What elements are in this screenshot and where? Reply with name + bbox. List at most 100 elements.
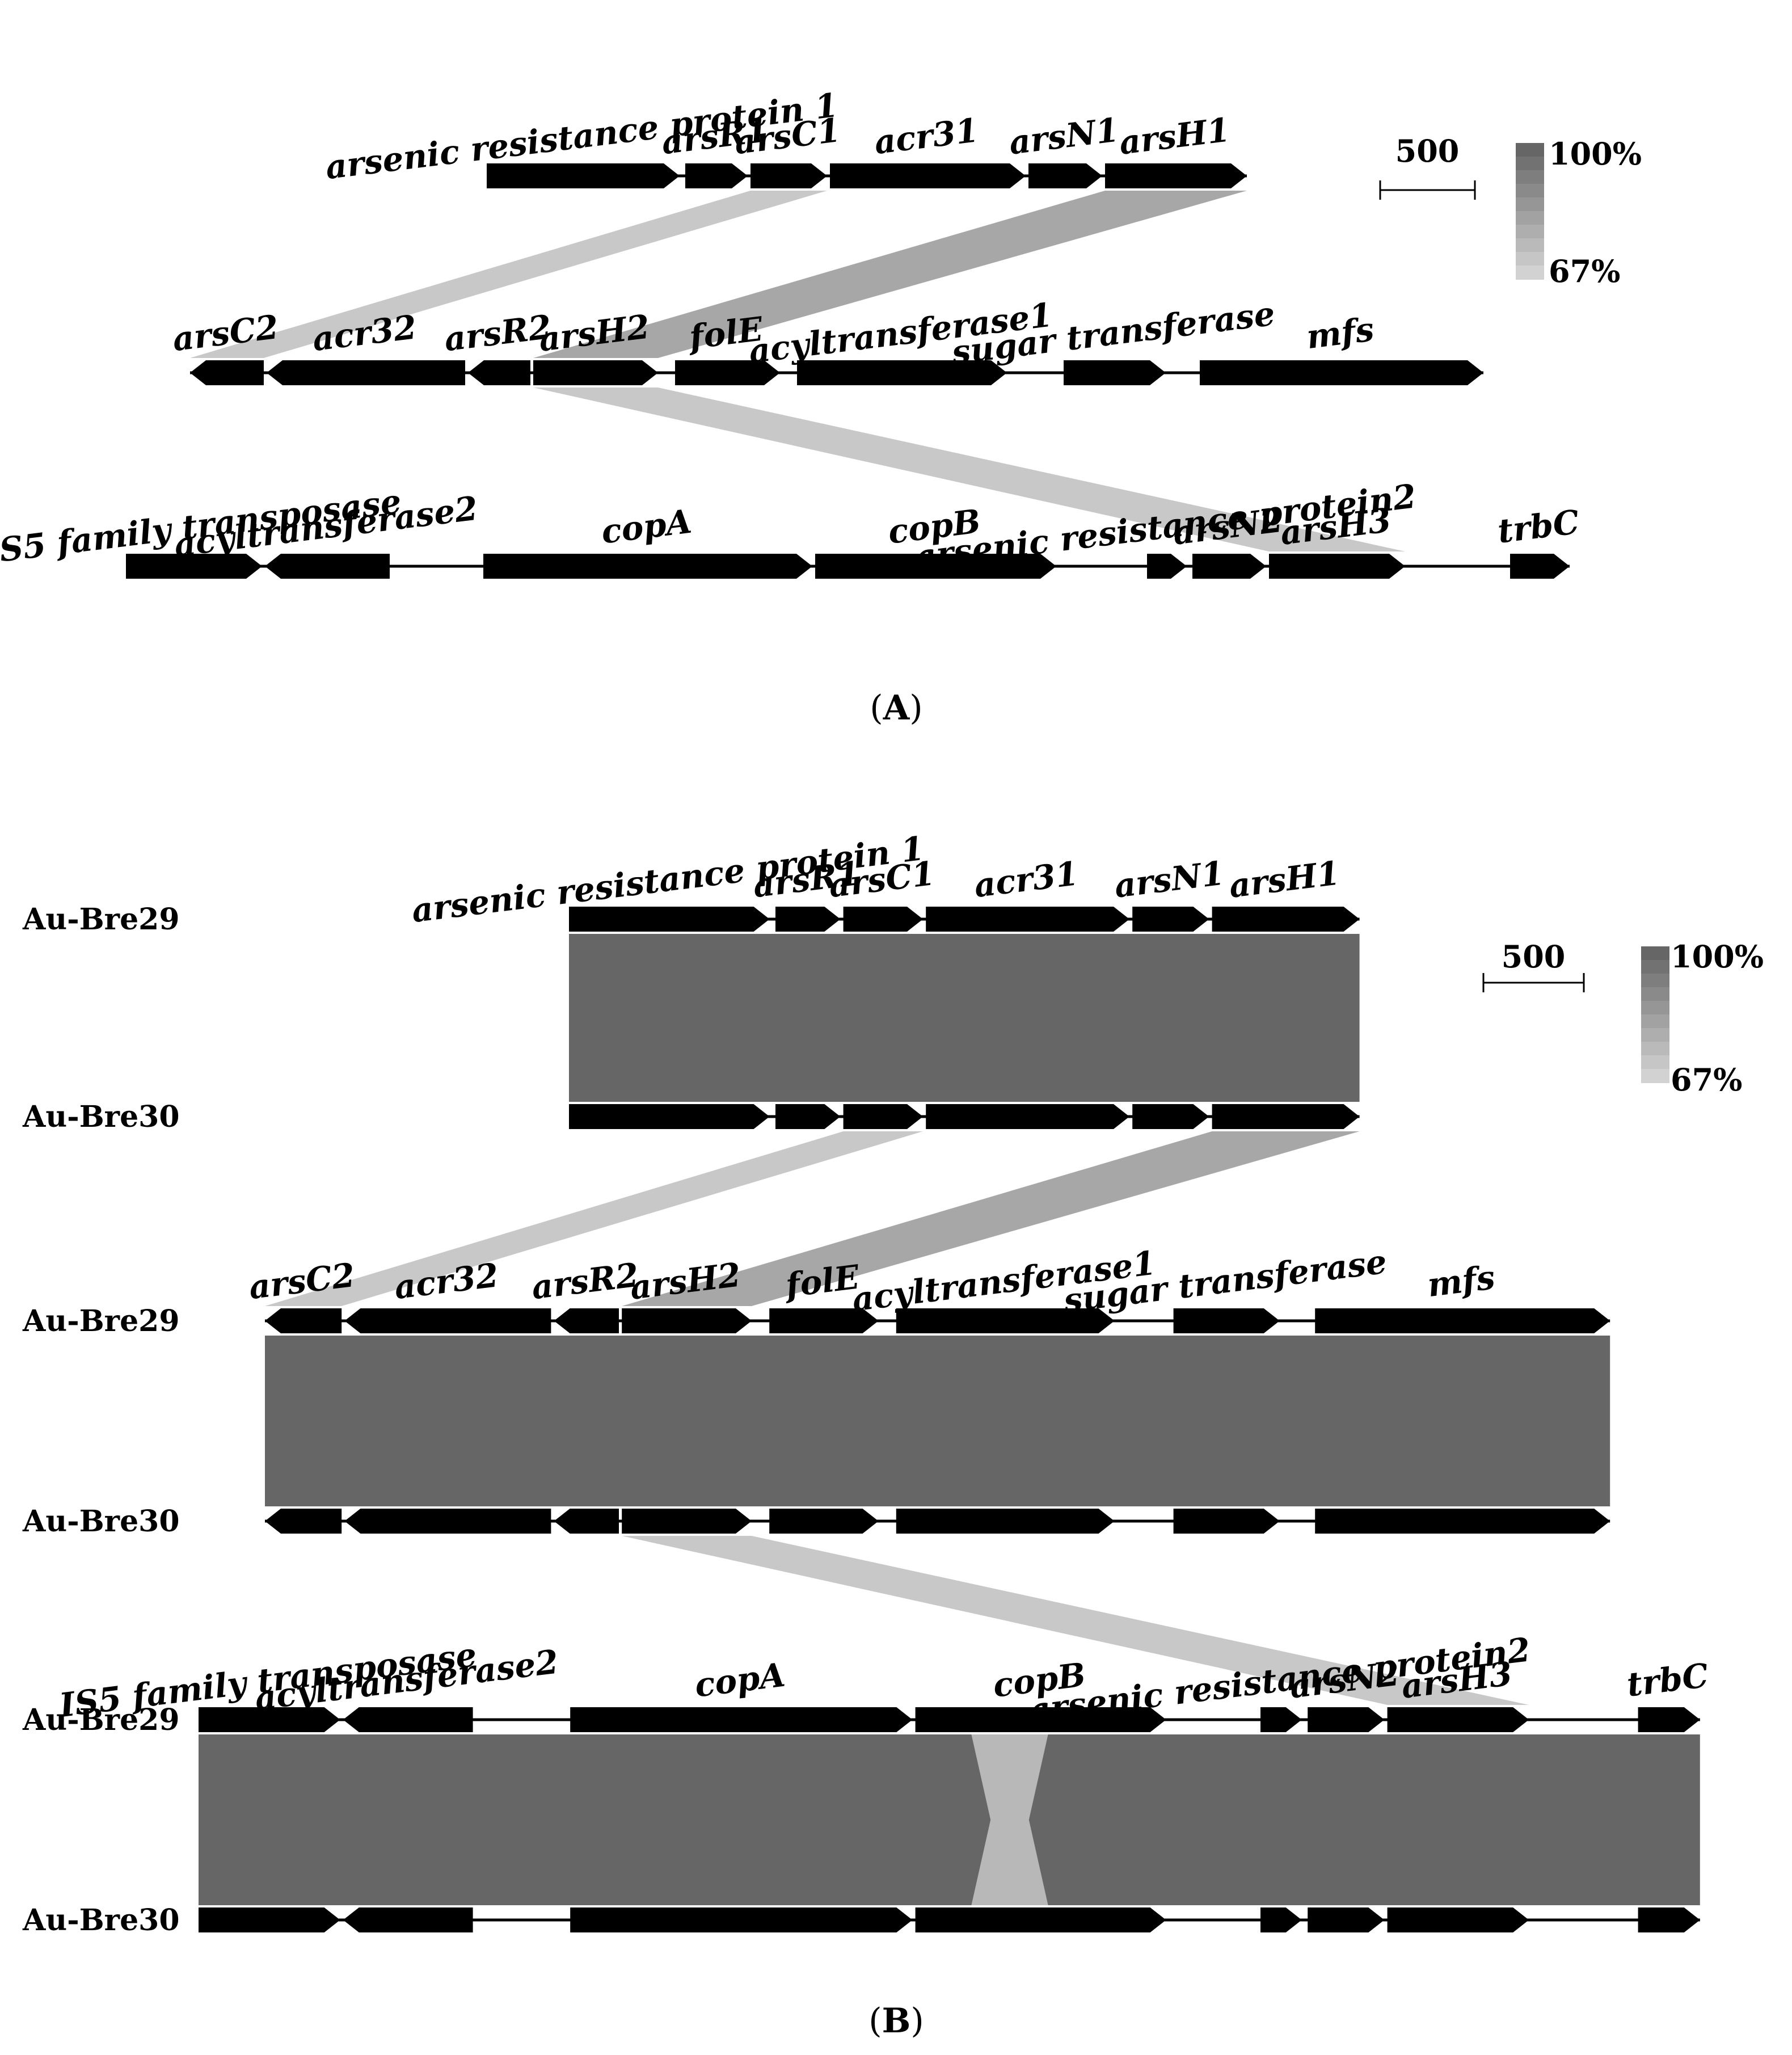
gene-label-arsn1: arsN1	[1007, 111, 1121, 162]
gene-arrow-arsenic-resistance-protein-1	[569, 1104, 770, 1129]
similarity-links-layer	[190, 191, 1700, 1905]
similarity-link	[533, 191, 1247, 358]
gene-arrow-arsr1	[775, 907, 841, 932]
gene-label-arsh1: arsH1	[1117, 110, 1232, 162]
gene-tracks-layer	[126, 163, 1700, 1932]
gene-arrow-acr31	[926, 907, 1129, 932]
identity-gradient-step	[1516, 184, 1544, 198]
gene-arrow-arsn1	[1132, 1104, 1209, 1129]
gene-arrow-trbc	[1510, 554, 1570, 579]
identity-gradient-step	[1516, 252, 1544, 266]
gene-arrow-arsh2	[533, 360, 658, 385]
gene-arrow-arsc2	[265, 1509, 342, 1534]
gene-arrow-arsh1	[1212, 907, 1360, 932]
gene-arrow-arsenic-resistance-protein2	[1147, 554, 1187, 579]
gene-label-mfs: mfs	[1304, 310, 1376, 356]
gene-arrow-arsenic-resistance-protein2	[1260, 1707, 1302, 1732]
gene-arrow-arsh1	[1105, 163, 1247, 188]
identity-gradient-swatch	[1641, 946, 1669, 1083]
similarity-link	[265, 1336, 1610, 1506]
similarity-link	[622, 1131, 1360, 1306]
similarity-link	[265, 1131, 923, 1306]
identity-gradient-step	[1516, 197, 1544, 212]
gene-label-copa: copA	[693, 1656, 787, 1705]
similarity-link	[971, 1734, 1048, 1905]
similarity-link	[199, 1734, 1700, 1905]
gene-label-arsr2: arsR2	[442, 308, 553, 359]
gene-track-b-3	[265, 1509, 1610, 1534]
strain-label-au-bre30: Au-Bre30	[22, 1903, 180, 1938]
panel-b-identity-legend: 100% 67%	[1641, 938, 1764, 1098]
identity-gradient-step	[1516, 238, 1544, 252]
identity-gradient-step	[1516, 143, 1544, 157]
identity-gradient-step	[1516, 211, 1544, 225]
gene-arrow-sugar-transferase	[1173, 1308, 1280, 1333]
gene-arrow-mfs	[1315, 1509, 1610, 1534]
gene-arrow-arsc1	[843, 1104, 923, 1129]
gene-track-b-0	[569, 907, 1360, 932]
gene-arrow-copb	[915, 1707, 1166, 1732]
panel-a-caption: (A)	[870, 688, 922, 728]
panel-b-letter: B	[882, 2001, 911, 2041]
gene-arrow-is5-family-transposase	[199, 1907, 340, 1932]
gene-arrow-arsn1	[1132, 907, 1209, 932]
gene-track-b-2	[265, 1308, 1610, 1333]
gene-arrow-acr31	[926, 1104, 1129, 1129]
identity-max-label: 100%	[1671, 938, 1764, 975]
identity-gradient-step	[1641, 1042, 1669, 1056]
gene-arrow-arsr1	[775, 1104, 841, 1129]
gene-arrow-fole	[769, 1509, 879, 1534]
gene-arrow-acr31	[830, 163, 1026, 188]
panel-a-letter: A	[883, 688, 910, 728]
gene-arrow-arsh1	[1212, 1104, 1360, 1129]
strain-label-au-bre29: Au-Bre29	[22, 902, 180, 937]
gene-label-arsn1: arsN1	[1112, 854, 1226, 906]
gene-arrow-trbc	[1638, 1707, 1700, 1732]
gene-arrow-acyltransferase2	[343, 1907, 473, 1932]
gene-arrow-acyltransferase1	[896, 1509, 1115, 1534]
gene-arrow-mfs	[1200, 360, 1483, 385]
gene-arrow-acyltransferase2	[343, 1707, 473, 1732]
gene-track-b-4	[199, 1707, 1700, 1732]
gene-arrow-acyltransferase1	[797, 360, 1007, 385]
gene-arrow-arsr2	[468, 360, 530, 385]
identity-gradient-step	[1641, 1028, 1669, 1042]
strain-label-au-bre30: Au-Bre30	[22, 1504, 180, 1539]
gene-arrow-arsh2	[622, 1308, 752, 1333]
gene-arrow-arsn1	[1028, 163, 1102, 188]
gene-arrow-copa	[570, 1707, 913, 1732]
identity-gradient-swatch	[1516, 143, 1544, 280]
gene-label-trbc: trbC	[1495, 503, 1581, 551]
gene-arrow-arsh3	[1269, 554, 1405, 579]
gene-track-a-0	[487, 163, 1247, 188]
gene-arrow-acr32	[344, 1509, 551, 1534]
identity-gradient-step	[1641, 946, 1669, 961]
gene-label-fole: folE	[781, 1257, 862, 1305]
identity-gradient-step	[1641, 1001, 1669, 1015]
similarity-link	[190, 191, 827, 358]
identity-gradient-step	[1641, 1069, 1669, 1083]
gene-label-trbc: trbC	[1625, 1656, 1710, 1704]
gene-arrow-arsc2	[190, 360, 264, 385]
gene-arrow-sugar-transferase	[1173, 1509, 1280, 1534]
gene-arrow-fole	[769, 1308, 879, 1333]
identity-min-label: 67%	[1549, 253, 1620, 289]
identity-gradient-step	[1641, 987, 1669, 1001]
identity-gradient-step	[1641, 1014, 1669, 1029]
panel-b-caption: (B)	[868, 2001, 924, 2041]
gene-label-arsr2: arsR2	[529, 1256, 640, 1307]
similarity-link	[533, 388, 1405, 551]
gene-arrow-acyltransferase1	[896, 1308, 1115, 1333]
gene-arrow-acr32	[267, 360, 465, 385]
identity-gradient-step	[1641, 1055, 1669, 1069]
gene-track-b-1	[569, 1104, 1360, 1129]
gene-arrow-arsc2	[265, 1308, 342, 1333]
gene-arrow-arsr2	[554, 1308, 619, 1333]
gene-label-mfs: mfs	[1426, 1258, 1497, 1304]
panel-a-identity-legend: 100% 67%	[1516, 136, 1642, 289]
scale-bar-label: 500	[1502, 938, 1566, 975]
identity-gradient-step	[1641, 974, 1669, 988]
similarity-link	[569, 934, 1360, 1102]
strain-label-au-bre29: Au-Bre29	[22, 1703, 180, 1737]
